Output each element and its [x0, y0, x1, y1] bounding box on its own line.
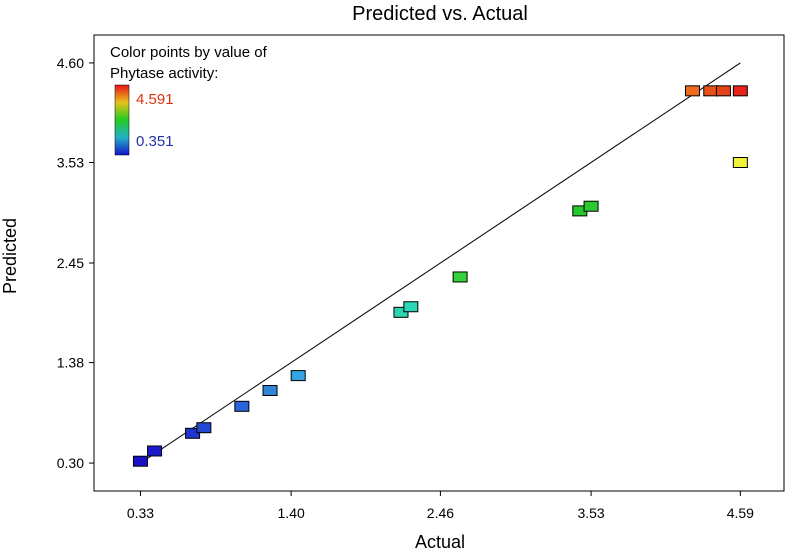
- data-point-12: [732, 156, 748, 168]
- x-tick-label-4: 4.59: [727, 505, 754, 521]
- legend: Color points by value of Phytase activit…: [110, 44, 268, 156]
- y-axis-label: Predicted: [0, 218, 20, 294]
- y-tick-label-1: 1.38: [57, 355, 84, 371]
- x-tick-label-1: 1.40: [278, 505, 305, 521]
- data-point-6: [290, 370, 306, 382]
- data-point-11: [583, 200, 599, 212]
- chart-title: Predicted vs. Actual: [352, 3, 528, 25]
- data-point-16: [732, 85, 748, 97]
- data-point-4: [234, 400, 250, 412]
- legend-max-label: 4.591: [136, 91, 174, 108]
- y-tick-label-0: 0.30: [57, 455, 84, 471]
- data-point-3: [196, 422, 212, 434]
- data-point-15: [715, 85, 731, 97]
- x-axis: 0.33 1.40 2.46 3.53 4.59: [127, 491, 754, 521]
- data-point-9: [452, 271, 468, 283]
- x-axis-label: Actual: [415, 532, 465, 552]
- y-tick-label-3: 3.53: [57, 154, 84, 170]
- data-point-14: [703, 85, 719, 97]
- legend-title-line1: Color points by value of: [110, 44, 268, 61]
- reference-line: [140, 62, 741, 464]
- legend-title-line2: Phytase activity:: [110, 65, 218, 82]
- data-point-5: [262, 384, 278, 396]
- x-tick-label-0: 0.33: [127, 505, 154, 521]
- legend-min-label: 0.351: [136, 133, 174, 150]
- data-point-0: [132, 455, 148, 467]
- y-tick-label-4: 4.60: [57, 55, 84, 71]
- data-point-1: [147, 445, 163, 457]
- x-tick-label-2: 2.46: [427, 505, 454, 521]
- x-tick-label-3: 3.53: [577, 505, 604, 521]
- data-point-13: [684, 85, 700, 97]
- y-tick-label-2: 2.45: [57, 255, 84, 271]
- data-point-2: [185, 427, 201, 439]
- legend-color-bar: [114, 84, 130, 156]
- data-point-8: [403, 301, 419, 313]
- y-axis: 0.30 1.38 2.45 3.53 4.60: [57, 55, 94, 471]
- data-point-7: [393, 306, 409, 318]
- data-points: [132, 85, 748, 467]
